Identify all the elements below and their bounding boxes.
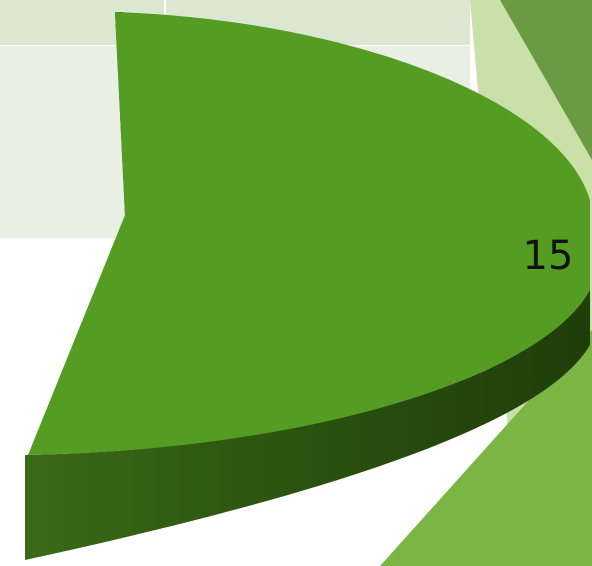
- pie-slice-side: [25, 290, 590, 560]
- data-label: 15: [523, 233, 574, 279]
- pie-slice-group: [25, 12, 590, 560]
- pie-slice: [28, 12, 590, 455]
- decor: [500, 0, 592, 160]
